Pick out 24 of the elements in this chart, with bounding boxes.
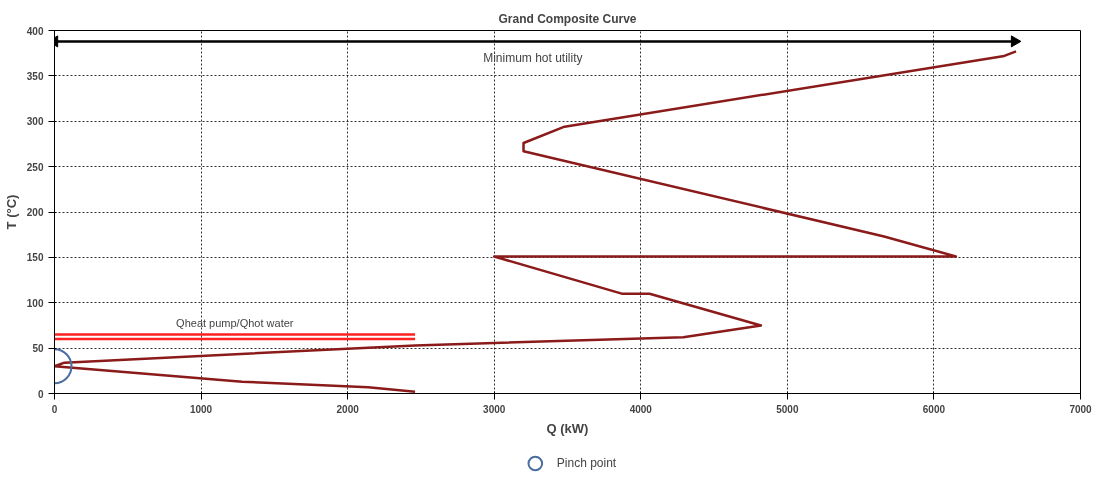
x-tick-label: 7000 xyxy=(1069,403,1093,415)
x-axis-title: Q (kW) xyxy=(546,420,589,436)
series-label: Qheat pump/Qhot water xyxy=(176,316,294,329)
legend-label: Pinch point xyxy=(556,456,617,470)
y-tick-label: 50 xyxy=(32,343,44,355)
x-tick-label: 6000 xyxy=(922,403,946,415)
x-tick-label: 4000 xyxy=(629,403,653,415)
chart-title: Grand Composite Curve xyxy=(498,11,637,26)
y-tick-label: 400 xyxy=(26,25,44,37)
x-tick-label: 3000 xyxy=(483,403,506,415)
y-axis-title: T (°C) xyxy=(3,194,19,230)
y-tick-label: 150 xyxy=(26,252,44,264)
y-tick-label: 300 xyxy=(26,116,44,128)
series-label: Minimum hot utility xyxy=(483,51,583,66)
x-tick-label: 5000 xyxy=(776,403,799,415)
line-series xyxy=(54,50,1018,393)
y-tick-label: 0 xyxy=(37,388,44,400)
y-tick-label: 250 xyxy=(26,161,44,173)
x-tick-label: 1000 xyxy=(189,403,213,415)
x-tick-label: 0 xyxy=(51,403,58,415)
y-tick-label: 350 xyxy=(26,70,44,82)
x-tick-label: 2000 xyxy=(336,403,360,415)
y-tick-label: 200 xyxy=(26,207,44,218)
y-tick-label: 100 xyxy=(26,297,44,309)
